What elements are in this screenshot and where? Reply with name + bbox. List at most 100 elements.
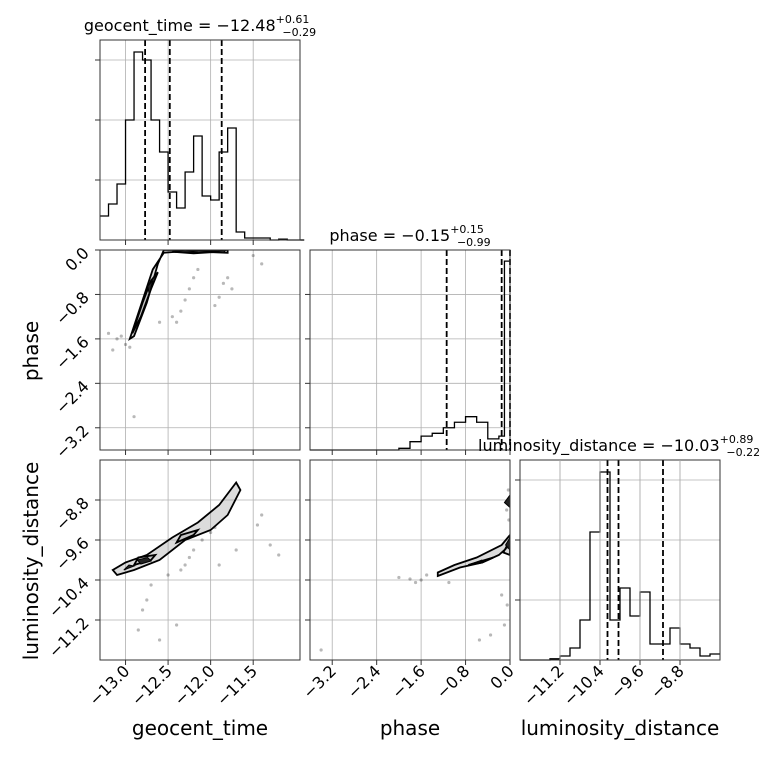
scatter-point [200,538,204,542]
scatter-point [123,342,128,347]
x-tick-label: −10.4 [560,661,608,709]
y-tick-label: −11.2 [45,613,93,661]
density-peak [504,536,510,551]
scatter-point [413,580,418,585]
title-geocent-time: geocent_time = −12.48+0.61 −0.29 [84,13,316,39]
scatter-point [217,295,221,299]
title-geocent-time-median: −12.48 [216,16,275,35]
panel-plot-area [319,488,510,652]
panel-frame [99,249,301,451]
contour-line [174,528,201,545]
panel-luminosity-distance-vs-phase: −3.2 −2.4 −1.6 −0.8 0.0 [299,459,518,702]
scatter-point [119,334,123,338]
panel-frame [99,459,301,661]
x-tick-label: −2.4 [344,661,385,702]
density-peak [174,250,198,253]
title-geocent-time-prefix: geocent_time = [84,16,217,36]
contour-fill [112,482,241,575]
x-tick-label: −12.5 [128,661,176,709]
scatter-point [477,638,482,642]
scatter-point [140,608,145,612]
title-luminosity-distance-prefix: luminosity_distance = [478,436,660,456]
panel-luminosity-distance-histogram: −11.2−10.4 −9.6 −8.8 [515,459,721,709]
x-tick-label: −0.8 [432,661,473,702]
y-tick-label: −1.6 [52,332,93,373]
scatter-point [174,623,179,627]
title-phase: phase = −0.15+0.15 −0.99 [329,223,490,249]
scatter-point [145,598,149,602]
scatter-point [111,348,115,352]
scatter-point [502,623,507,627]
scatter-point [192,548,196,552]
scatter-point [106,331,111,335]
x-tick-label: 0.0 [486,661,517,692]
histogram-step [310,260,510,451]
title-phase-err-plus: +0.15 [450,223,484,236]
scatter-point [506,488,510,492]
scatter-point [157,320,162,324]
scatter-point [505,603,509,607]
ylabel-phase: phase [19,321,43,381]
scatter-point [170,315,174,319]
scatter-point [174,320,179,324]
scatter-point [217,563,221,567]
scatter-point [425,573,429,577]
title-phase-prefix: phase = [329,226,401,245]
x-tick-label: −8.8 [647,661,688,702]
x-tick-label: −9.6 [607,661,648,702]
panel-frame [309,249,511,451]
y-tick-label: −2.4 [52,377,93,418]
x-tick-label: −12.0 [170,661,218,709]
density-peak [136,556,153,565]
scatter-point [268,543,272,547]
x-tick-label: −11.5 [213,661,261,709]
panel-plot-area [111,480,281,642]
x-tick-label: −1.6 [388,661,429,702]
scatter-point [183,563,187,567]
panel-plot-area [106,250,264,419]
scatter-point [319,648,323,652]
scatter-point [221,281,226,285]
contour-line [111,480,242,577]
density-peak [147,280,154,295]
scatter-point [166,573,170,577]
y-tick-label: −9.6 [52,533,93,574]
scatter-point [196,267,200,272]
density-peak [214,250,227,254]
xlabel-phase: phase [380,716,440,740]
histogram-step [520,471,720,661]
panel-phase-vs-geocent-time: −3.2−2.4−1.6−0.8 0.0 [52,243,301,462]
xlabel-geocent-time: geocent_time [132,716,268,740]
title-geocent-time-err-plus: +0.61 [276,13,310,26]
scatter-point [251,253,255,258]
scatter-point [408,577,412,581]
title-luminosity-distance-err-minus: −0.22 [726,446,760,459]
scatter-point [505,508,509,512]
xlabel-luminosity-distance: luminosity_distance [521,716,720,740]
scatter-point [183,298,187,302]
title-luminosity-distance-err-plus: +0.89 [720,433,754,446]
scatter-point [149,583,153,587]
contour-line [131,271,159,334]
y-tick-label: −3.2 [52,421,93,462]
scatter-point [187,287,191,291]
scatter-point [187,555,191,560]
scatter-point [507,518,510,522]
scatter-point [260,513,264,517]
scatter-point [230,287,234,291]
panel-frame [99,39,301,241]
scatter-point [277,553,281,557]
scatter-point [419,578,423,582]
scatter-point [213,303,217,308]
title-luminosity-distance-median: −10.03 [660,436,719,455]
scatter-point [179,568,183,572]
scatter-point [447,580,451,585]
scatter-point [128,345,132,349]
scatter-point [179,309,183,313]
scatter-point [192,276,196,280]
ylabel-luminosity-distance: luminosity_distance [19,462,43,661]
title-phase-err-minus: −0.99 [457,236,491,249]
panel-frame [519,459,721,661]
density-peak [470,559,483,565]
